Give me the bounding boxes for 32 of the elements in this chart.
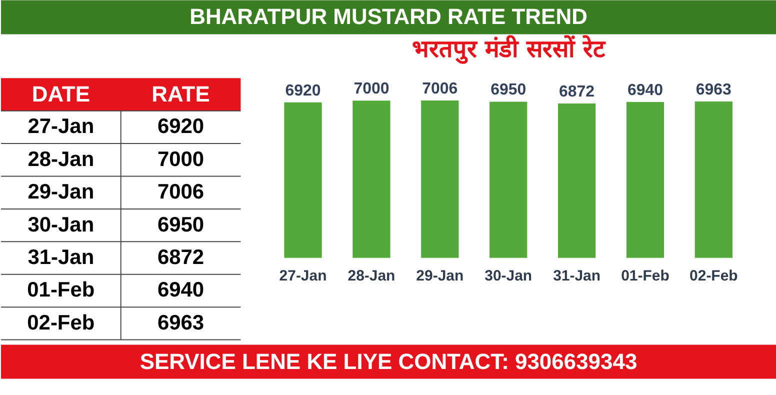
category-label: 30-Jan <box>28 213 94 236</box>
category-label: 31-Jan <box>28 246 94 270</box>
category-label: 29-Jan <box>28 180 94 204</box>
x-tick-label: 01-Feb <box>621 267 670 284</box>
text: SERVICE LENE KE LIYE CONTACT: 9306639343 <box>140 348 638 374</box>
data-label: 6920 <box>157 115 204 138</box>
data-label: 7006 <box>157 180 204 204</box>
x-tick-label: 27-Jan <box>279 267 327 284</box>
x-tick-label: 02-Feb <box>690 267 738 284</box>
category-label: 28-Jan <box>28 148 94 171</box>
x-tick-label: 31-Jan <box>553 267 601 284</box>
chart-subtitle: भरतपुर मंडी सरसों रेट <box>412 35 606 64</box>
category-label: 27-Jan <box>28 115 94 138</box>
data-label: 6940 <box>157 278 204 302</box>
data-label: 7000 <box>354 80 390 98</box>
chart-title: BHARATPUR MUSTARD RATE TREND <box>190 4 588 30</box>
data-label: 6920 <box>285 82 321 100</box>
data-label: 6940 <box>627 82 664 99</box>
x-tick-label: 29-Jan <box>416 267 464 284</box>
data-label: 6872 <box>559 84 595 100</box>
data-label: 6872 <box>157 246 204 270</box>
data-label: 7006 <box>422 80 458 98</box>
text: RATE <box>152 81 210 106</box>
category-label: 02-Feb <box>27 311 95 334</box>
data-label: 7000 <box>157 148 204 171</box>
data-label: 6950 <box>490 82 526 99</box>
text: DATE <box>32 81 90 106</box>
data-label: 6963 <box>157 311 204 334</box>
data-label: 6950 <box>157 213 204 236</box>
data-label: 6963 <box>696 81 732 98</box>
x-tick-label: 28-Jan <box>348 267 396 284</box>
x-tick-label: 30-Jan <box>484 267 532 284</box>
